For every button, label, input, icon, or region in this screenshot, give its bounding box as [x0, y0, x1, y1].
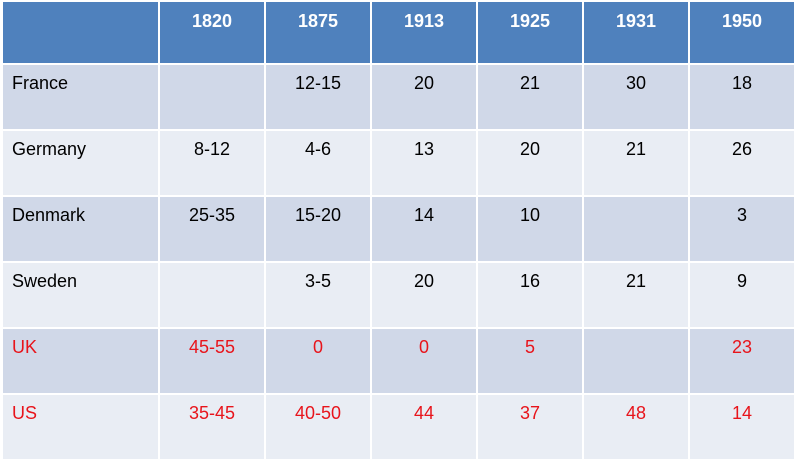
corner-header-cell — [1, 0, 160, 65]
value-cell: 20 — [370, 261, 478, 329]
table-row-us: US 35-45 40-50 44 37 48 14 — [1, 393, 796, 461]
country-cell: Sweden — [1, 261, 160, 329]
value-cell: 25-35 — [158, 195, 266, 263]
value-cell: 45-55 — [158, 327, 266, 395]
value-cell: 23 — [688, 327, 796, 395]
value-cell: 5 — [476, 327, 584, 395]
value-cell: 20 — [476, 129, 584, 197]
value-cell: 37 — [476, 393, 584, 461]
country-cell: Germany — [1, 129, 160, 197]
value-cell: 13 — [370, 129, 478, 197]
country-cell: UK — [1, 327, 160, 395]
table-row-sweden: Sweden 3-5 20 16 21 9 — [1, 261, 796, 329]
value-cell: 9 — [688, 261, 796, 329]
value-cell: 21 — [582, 129, 690, 197]
value-cell: 21 — [476, 63, 584, 131]
value-cell: 21 — [582, 261, 690, 329]
year-header-1820: 1820 — [158, 0, 266, 65]
value-cell: 16 — [476, 261, 584, 329]
value-cell: 8-12 — [158, 129, 266, 197]
year-header-1950: 1950 — [688, 0, 796, 65]
country-cell: France — [1, 63, 160, 131]
table-row-france: France 12-15 20 21 30 18 — [1, 63, 796, 131]
value-cell: 3-5 — [264, 261, 372, 329]
year-header-1875: 1875 — [264, 0, 372, 65]
value-cell: 0 — [264, 327, 372, 395]
value-cell: 26 — [688, 129, 796, 197]
value-cell: 0 — [370, 327, 478, 395]
year-header-1925: 1925 — [476, 0, 584, 65]
header-row: 1820 1875 1913 1925 1931 1950 — [1, 0, 796, 65]
value-cell — [158, 63, 266, 131]
value-cell: 20 — [370, 63, 478, 131]
value-cell — [582, 327, 690, 395]
value-cell: 40-50 — [264, 393, 372, 461]
country-cell: Denmark — [1, 195, 160, 263]
value-cell: 14 — [688, 393, 796, 461]
year-header-1913: 1913 — [370, 0, 478, 65]
value-cell: 48 — [582, 393, 690, 461]
value-cell: 18 — [688, 63, 796, 131]
value-cell: 44 — [370, 393, 478, 461]
table-row-denmark: Denmark 25-35 15-20 14 10 3 — [1, 195, 796, 263]
value-cell: 4-6 — [264, 129, 372, 197]
year-header-1931: 1931 — [582, 0, 690, 65]
value-cell: 3 — [688, 195, 796, 263]
country-cell: US — [1, 393, 160, 461]
value-cell: 30 — [582, 63, 690, 131]
value-cell — [158, 261, 266, 329]
value-cell: 12-15 — [264, 63, 372, 131]
value-cell: 15-20 — [264, 195, 372, 263]
value-cell: 10 — [476, 195, 584, 263]
table-row-germany: Germany 8-12 4-6 13 20 21 26 — [1, 129, 796, 197]
value-cell: 14 — [370, 195, 478, 263]
table-row-uk: UK 45-55 0 0 5 23 — [1, 327, 796, 395]
value-cell: 35-45 — [158, 393, 266, 461]
value-cell — [582, 195, 690, 263]
